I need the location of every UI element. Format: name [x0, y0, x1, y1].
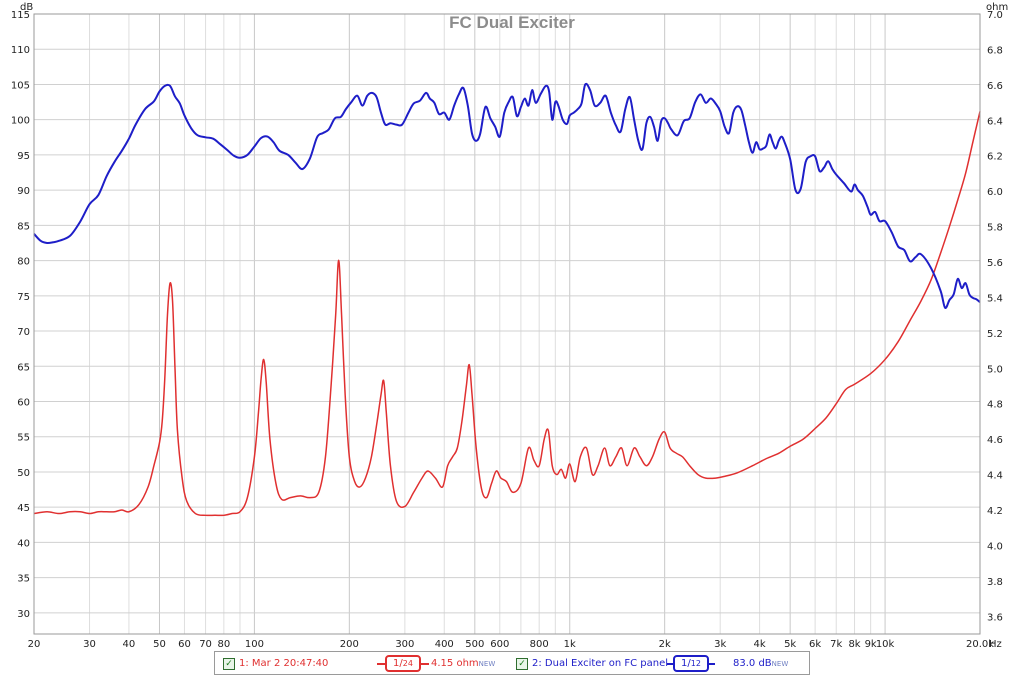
right-tick-label: 4.2	[987, 506, 1003, 517]
left-tick-label: 95	[17, 151, 30, 162]
x-axis-unit: Hz	[989, 639, 1002, 650]
x-tick-label: 50	[153, 639, 166, 650]
left-tick-label: 50	[17, 468, 30, 479]
series-1-value-text: 4.15 ohm	[431, 658, 479, 669]
frequency-response-chart: 30 35 40 45 50 55 60 65 70 75 80 85 90 95 100 105 110 115…	[11, 2, 1008, 650]
series-1-checkbox[interactable]: ✓	[223, 657, 235, 670]
left-tick-label: 30	[17, 609, 30, 620]
series-group	[33, 82, 981, 517]
series-2-checkbox[interactable]: ✓	[516, 657, 528, 670]
series-2-smoothing-den: 12	[690, 659, 701, 668]
right-tick-label: 3.8	[987, 577, 1003, 588]
x-tick-label: 200	[340, 639, 359, 650]
series-2-label: 2: Dual Exciter on FC panel	[532, 658, 669, 669]
x-tick-label: 8k	[848, 639, 860, 650]
series-2-value: 83.0 dB NEW	[733, 656, 788, 671]
right-tick-label: 5.4	[987, 293, 1003, 304]
right-tick-label: 4.4	[987, 471, 1003, 482]
left-tick-label: 110	[11, 45, 30, 56]
x-tick-label: 7k	[830, 639, 842, 650]
right-tick-label: 6.8	[987, 45, 1003, 56]
left-tick-label: 45	[17, 503, 30, 514]
left-tick-label: 75	[17, 292, 30, 303]
left-tick-label: 55	[17, 433, 30, 444]
x-tick-label: 3k	[714, 639, 726, 650]
x-tick-label: 30	[83, 639, 96, 650]
x-tick-label: 300	[395, 639, 414, 650]
left-tick-label: 85	[17, 221, 30, 232]
x-tick-label: 6k	[809, 639, 821, 650]
legend-bar: ✓ 1: Mar 2 20:47:40 1/24 4.15 ohm NEW ✓ …	[214, 651, 810, 675]
legend-item-1[interactable]: ✓ 1: Mar 2 20:47:40	[223, 656, 328, 671]
series-2-smoothing-num: 1	[681, 658, 688, 669]
right-tick-label: 7.0	[987, 10, 1003, 21]
right-tick-label: 5.8	[987, 223, 1003, 234]
left-tick-label: 40	[17, 538, 30, 549]
series-1-line	[33, 111, 981, 517]
x-axis-ticks: 20 30 40 50 60 70 80 100 200 300 400 500 600 800 1k 2k 3…	[28, 639, 995, 650]
x-tick-label: 100	[245, 639, 264, 650]
right-tick-label: 3.6	[987, 612, 1003, 623]
plot-area	[34, 14, 980, 634]
x-tick-label: 20	[28, 639, 41, 650]
left-tick-label: 65	[17, 362, 30, 373]
series-2-value-text: 83.0 dB	[733, 658, 772, 669]
right-tick-label: 5.6	[987, 258, 1003, 269]
x-tick-label: 20.0k	[966, 639, 994, 650]
x-tick-label: 60	[178, 639, 191, 650]
x-tick-label: 500	[465, 639, 484, 650]
series-1-new-tag: NEW	[478, 659, 496, 668]
right-tick-label: 5.0	[987, 364, 1003, 375]
right-tick-label: 6.2	[987, 152, 1003, 163]
right-tick-label: 6.6	[987, 81, 1003, 92]
series-1-label: 1: Mar 2 20:47:40	[239, 658, 329, 669]
series-2-new-tag: NEW	[771, 659, 789, 668]
grid-lines	[33, 13, 981, 634]
right-tick-label: 4.8	[987, 400, 1003, 411]
left-axis-unit: dB	[20, 2, 33, 13]
chart-title: FC Dual Exciter	[449, 13, 575, 32]
left-tick-label: 105	[11, 80, 30, 91]
right-axis-unit: ohm	[986, 2, 1008, 13]
series-1-smoothing[interactable]: 1/24	[377, 655, 429, 672]
right-tick-label: 5.2	[987, 329, 1003, 340]
right-tick-label: 6.4	[987, 116, 1003, 127]
x-tick-label: 40	[123, 639, 136, 650]
x-tick-label: 10k	[876, 639, 895, 650]
left-axis-ticks: 30 35 40 45 50 55 60 65 70 75 80 85 90 95 100 105 110 115	[11, 10, 30, 620]
left-tick-label: 80	[17, 257, 30, 268]
x-tick-label: 4k	[754, 639, 766, 650]
right-tick-label: 4.6	[987, 435, 1003, 446]
x-tick-label: 400	[435, 639, 454, 650]
x-tick-label: 600	[490, 639, 509, 650]
left-tick-label: 115	[11, 10, 30, 21]
right-axis-ticks: 3.6 3.8 4.0 4.2 4.4 4.6 4.8 5.0 5.2 5.4 5.6 5.8 6.0 6…	[987, 10, 1003, 623]
x-tick-label: 70	[199, 639, 212, 650]
legend-item-2[interactable]: ✓ 2: Dual Exciter on FC panel	[516, 656, 668, 671]
x-tick-label: 5k	[784, 639, 796, 650]
right-tick-label: 4.0	[987, 541, 1003, 552]
series-1-value: 4.15 ohm NEW	[431, 656, 495, 671]
left-tick-label: 35	[17, 574, 30, 585]
x-tick-label: 9k	[865, 639, 877, 650]
right-tick-label: 6.0	[987, 187, 1003, 198]
plot-frame	[33, 13, 981, 635]
left-tick-label: 70	[17, 327, 30, 338]
left-tick-label: 100	[11, 116, 30, 127]
series-1-smoothing-num: 1	[393, 658, 400, 669]
series-2-smoothing[interactable]: 1/12	[667, 655, 715, 672]
x-tick-label: 2k	[659, 639, 671, 650]
series-2-line	[33, 82, 981, 309]
series-1-smoothing-den: 24	[402, 659, 413, 668]
x-tick-label: 800	[530, 639, 549, 650]
left-tick-label: 90	[17, 186, 30, 197]
x-tick-label: 80	[217, 639, 230, 650]
left-tick-label: 60	[17, 398, 30, 409]
x-tick-label: 1k	[564, 639, 576, 650]
